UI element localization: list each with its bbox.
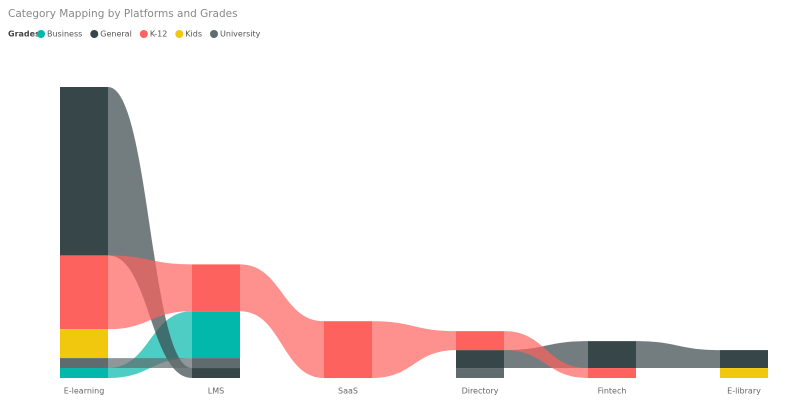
x-tick-label: E-library	[727, 387, 761, 396]
x-tick-label: SaaS	[338, 387, 358, 396]
legend-label: University	[220, 30, 261, 39]
legend-title: Grades	[8, 30, 40, 39]
chart-title: Category Mapping by Platforms and Grades	[8, 8, 238, 20]
ribbon	[108, 87, 192, 378]
legend-marker	[210, 30, 219, 38]
column-segment	[720, 350, 768, 369]
legend-marker	[37, 30, 45, 38]
legend-label: Business	[47, 30, 82, 39]
column-segment	[192, 368, 240, 378]
ribbon	[240, 264, 324, 378]
ribbon	[108, 358, 192, 369]
legend-label: K-12	[150, 30, 167, 39]
column-segment	[588, 368, 636, 378]
x-tick-label: Fintech	[598, 387, 627, 396]
legend-marker	[90, 30, 99, 38]
column-segment	[456, 350, 504, 369]
ribbon	[108, 255, 192, 330]
x-tick-label: LMS	[208, 387, 224, 396]
column-segment	[456, 368, 504, 378]
column-segment	[60, 329, 108, 359]
legend-marker	[175, 30, 184, 38]
ribbon	[372, 321, 456, 378]
column-segment	[60, 368, 108, 378]
legend-label: Kids	[185, 30, 202, 39]
column-segment	[60, 255, 108, 330]
column-segment	[324, 321, 372, 378]
column-segment	[192, 264, 240, 312]
ribbon	[636, 341, 720, 369]
x-tick-label: Directory	[462, 387, 499, 396]
column-segment	[60, 87, 108, 256]
column-segment	[192, 358, 240, 369]
column-segment	[456, 331, 504, 351]
legend-marker	[139, 30, 148, 38]
ribbons	[108, 87, 720, 378]
column-segment	[720, 368, 768, 378]
x-tick-label: E-learning	[64, 387, 105, 396]
ribbon	[108, 311, 192, 378]
ribbon	[504, 331, 588, 378]
column-segment	[60, 358, 108, 369]
column-segment	[588, 341, 636, 369]
column-segment	[192, 311, 240, 359]
legend-label: General	[100, 30, 132, 39]
